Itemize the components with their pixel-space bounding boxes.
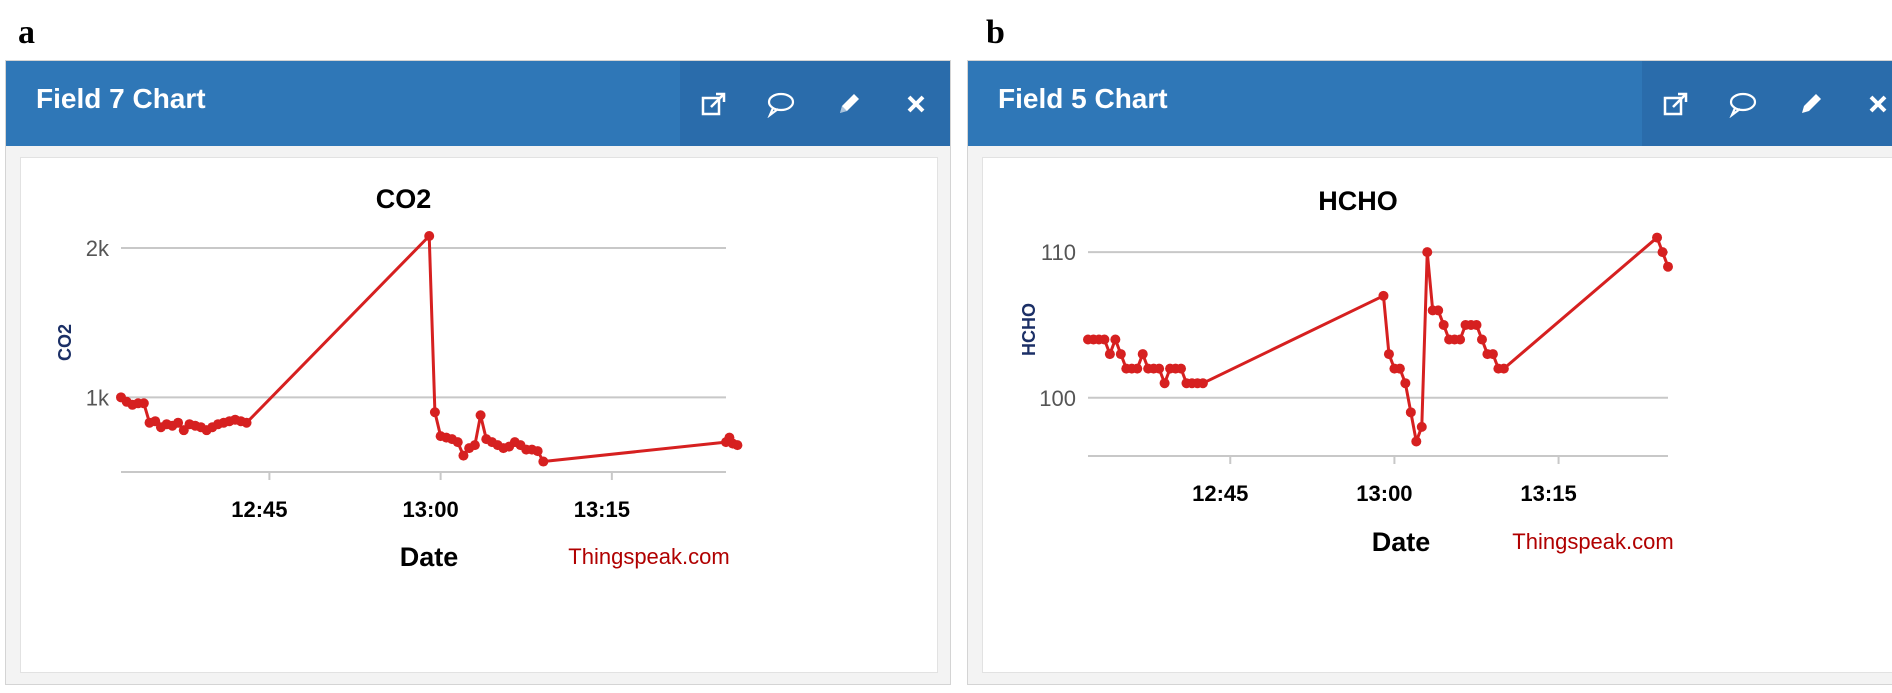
- header-toolbar: [680, 61, 950, 146]
- pencil-icon[interactable]: [832, 87, 866, 121]
- panel-letter-b: b: [986, 14, 1005, 51]
- field-7-chart-widget: Field 7 Chart CO2 1k 2k 12:45 13:00 13:15 CO2 D…: [5, 60, 951, 685]
- panel-letter-a: a: [18, 14, 35, 51]
- y-axis-title: CO2: [55, 324, 75, 361]
- series-line: [1088, 236, 1670, 443]
- data-point[interactable]: [1652, 232, 1663, 243]
- data-point[interactable]: [1663, 261, 1673, 272]
- data-point[interactable]: [1416, 421, 1427, 432]
- data-point[interactable]: [1400, 378, 1411, 389]
- data-point[interactable]: [429, 407, 440, 418]
- data-point[interactable]: [1378, 290, 1389, 301]
- data-point[interactable]: [424, 230, 435, 241]
- external-link-icon[interactable]: [697, 87, 731, 121]
- data-point[interactable]: [1433, 305, 1444, 316]
- data-point[interactable]: [1438, 319, 1449, 330]
- x-tick-label: 12:45: [1192, 481, 1248, 506]
- chart-title: CO2: [376, 184, 432, 214]
- x-tick-label: 13:15: [1520, 481, 1576, 506]
- x-tick-label: 12:45: [231, 497, 287, 522]
- co2-chart: CO2 1k 2k 12:45 13:00 13:15 CO2 Date Thingspeak.…: [55, 184, 743, 572]
- data-point[interactable]: [1110, 334, 1121, 345]
- widget-title: Field 7 Chart: [36, 83, 206, 114]
- data-point[interactable]: [1137, 349, 1148, 360]
- data-point[interactable]: [1394, 363, 1405, 374]
- data-point[interactable]: [1197, 378, 1208, 389]
- data-point[interactable]: [173, 417, 184, 428]
- data-point[interactable]: [1411, 436, 1422, 447]
- data-point[interactable]: [1176, 363, 1187, 374]
- widget-header: Field 7 Chart: [6, 61, 950, 146]
- data-point[interactable]: [1104, 349, 1115, 360]
- widget-header: Field 5 Chart: [968, 61, 1892, 146]
- data-point[interactable]: [1132, 363, 1143, 374]
- data-point[interactable]: [1159, 378, 1170, 389]
- data-point[interactable]: [1422, 247, 1433, 258]
- y-axis-title: HCHO: [1019, 303, 1039, 356]
- data-point[interactable]: [1115, 349, 1126, 360]
- x-axis-title: Date: [1372, 527, 1431, 557]
- chart-area: HCHO 100 110 12:45 13:00 13:15 HCHO Date Thingsp…: [982, 157, 1892, 673]
- data-point[interactable]: [1476, 334, 1487, 345]
- pencil-icon[interactable]: [1794, 87, 1828, 121]
- data-point[interactable]: [538, 456, 549, 467]
- y-tick-label: 1k: [86, 385, 110, 410]
- close-icon[interactable]: [899, 87, 933, 121]
- header-toolbar: [1642, 61, 1892, 146]
- data-point[interactable]: [1657, 247, 1668, 258]
- close-icon[interactable]: [1861, 87, 1892, 121]
- y-tick-label: 110: [1041, 240, 1076, 265]
- data-point[interactable]: [241, 417, 252, 428]
- data-point[interactable]: [138, 398, 149, 409]
- data-point[interactable]: [732, 440, 743, 451]
- x-tick-label: 13:00: [1356, 481, 1412, 506]
- data-point[interactable]: [1455, 334, 1466, 345]
- data-point[interactable]: [469, 440, 480, 451]
- data-point[interactable]: [1099, 334, 1110, 345]
- data-point[interactable]: [1471, 319, 1482, 330]
- data-point[interactable]: [452, 437, 463, 448]
- y-tick-label: 2k: [86, 236, 110, 261]
- comment-icon[interactable]: [1726, 87, 1760, 121]
- chart-area: CO2 1k 2k 12:45 13:00 13:15 CO2 Date Thingspeak.…: [20, 157, 938, 673]
- data-point[interactable]: [532, 446, 543, 457]
- comment-icon[interactable]: [764, 87, 798, 121]
- x-axis-title: Date: [400, 542, 459, 572]
- data-point[interactable]: [1383, 349, 1394, 360]
- data-point[interactable]: [1487, 349, 1498, 360]
- x-tick-label: 13:15: [574, 497, 630, 522]
- credit-label[interactable]: Thingspeak.com: [568, 544, 729, 569]
- field-5-chart-widget: Field 5 Chart HCHO 100 110 12:45 13:00 13:15 H…: [967, 60, 1892, 685]
- x-tick-label: 13:00: [402, 497, 458, 522]
- data-point[interactable]: [1405, 407, 1416, 418]
- data-point[interactable]: [475, 410, 486, 421]
- data-point[interactable]: [458, 450, 469, 461]
- chart-title: HCHO: [1318, 186, 1398, 216]
- data-point[interactable]: [1154, 363, 1165, 374]
- data-point[interactable]: [1498, 363, 1509, 374]
- y-tick-label: 100: [1039, 386, 1076, 411]
- hcho-chart: HCHO 100 110 12:45 13:00 13:15 HCHO Date Thingsp…: [1019, 186, 1674, 557]
- external-link-icon[interactable]: [1659, 87, 1693, 121]
- credit-label[interactable]: Thingspeak.com: [1512, 529, 1673, 554]
- widget-title: Field 5 Chart: [998, 83, 1168, 114]
